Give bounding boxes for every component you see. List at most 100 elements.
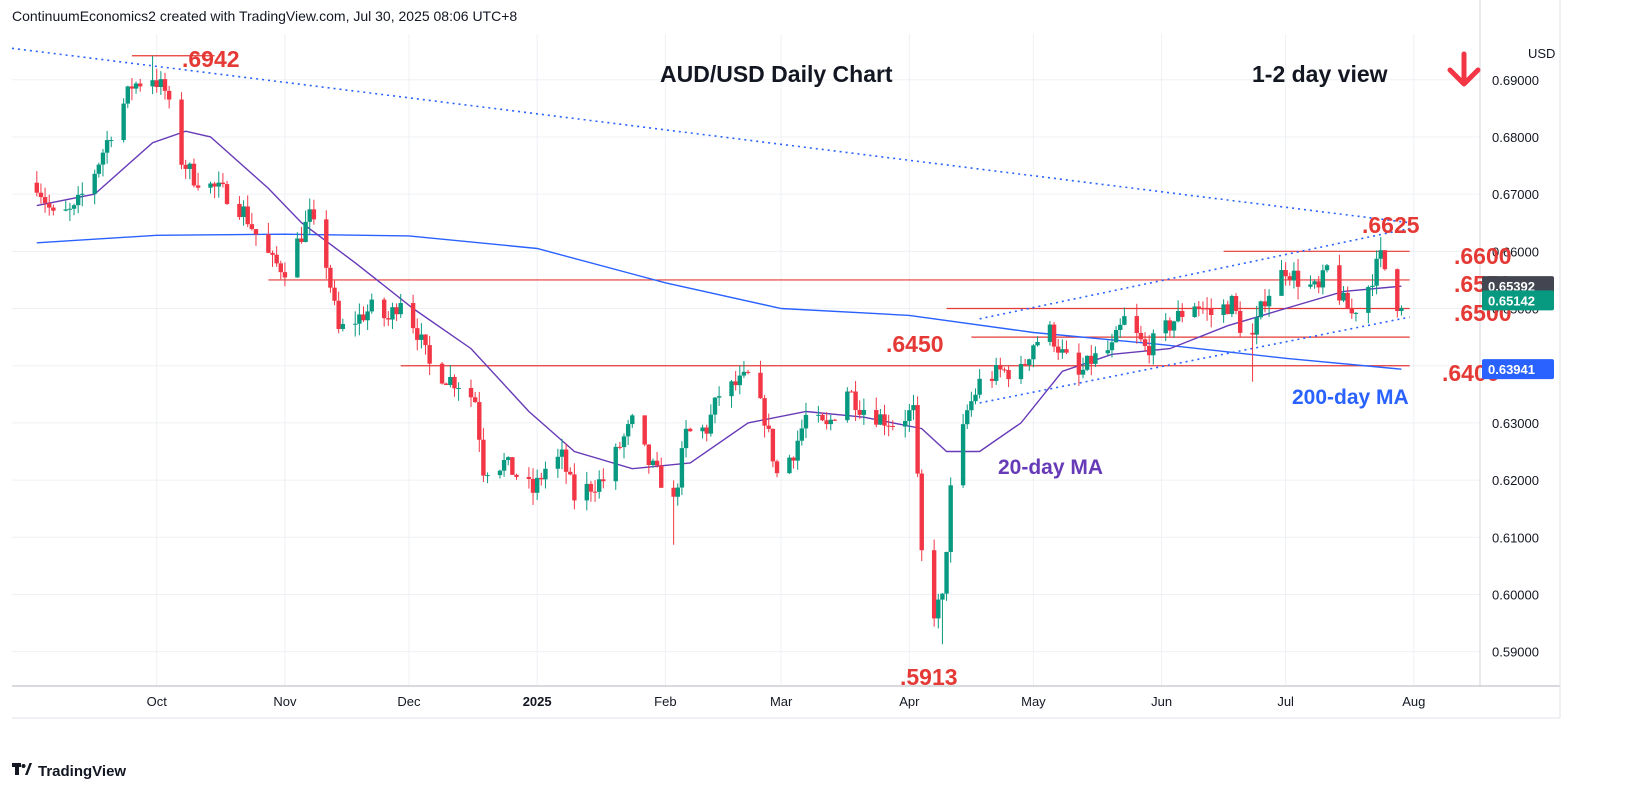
candle-body xyxy=(1064,349,1069,353)
trendline xyxy=(11,47,1410,224)
candle xyxy=(1047,321,1053,346)
candle-body xyxy=(989,378,995,381)
candle-body xyxy=(1105,350,1111,354)
candle xyxy=(336,291,341,334)
candle xyxy=(1134,303,1139,344)
annotation-ma200: 200-day MA xyxy=(1292,386,1409,409)
candle xyxy=(278,260,283,280)
candle xyxy=(915,396,920,478)
candle-body xyxy=(642,415,647,445)
candle-body xyxy=(1283,270,1288,277)
candle-body xyxy=(787,457,792,474)
candle xyxy=(1113,326,1119,343)
candle-body xyxy=(266,234,271,253)
candle xyxy=(208,181,213,194)
candle xyxy=(1192,302,1197,318)
candle xyxy=(1353,312,1359,322)
candle xyxy=(1200,301,1206,314)
candle-body xyxy=(948,485,953,552)
candle xyxy=(530,468,536,505)
candle-body xyxy=(187,163,193,169)
candle xyxy=(1254,305,1259,345)
candle-body xyxy=(675,487,680,497)
candle-body xyxy=(38,192,44,198)
candle xyxy=(104,130,110,164)
candle-body xyxy=(456,388,461,390)
candle-body xyxy=(472,397,478,403)
candle-body xyxy=(1262,301,1268,307)
candle-body xyxy=(998,364,1003,370)
candle xyxy=(568,467,573,476)
candle-body xyxy=(179,99,184,165)
candle xyxy=(1345,286,1350,310)
y-tick-label: 0.60000 xyxy=(1492,587,1539,602)
candle-body xyxy=(51,207,56,211)
candle-body xyxy=(936,599,941,619)
candle xyxy=(1312,279,1317,289)
candle-body xyxy=(853,391,858,411)
x-tick-label: Jun xyxy=(1151,694,1172,709)
candle xyxy=(787,454,792,474)
y-tick-label: 0.67000 xyxy=(1492,187,1539,202)
candle xyxy=(563,443,569,484)
candle-body xyxy=(907,410,912,421)
candle-body xyxy=(1316,281,1321,288)
x-tick-label: Dec xyxy=(397,694,421,709)
candle-body xyxy=(162,79,168,91)
candle xyxy=(1337,254,1342,305)
candle xyxy=(625,419,631,445)
candle-body xyxy=(601,479,606,482)
candle xyxy=(1076,343,1082,386)
candle-body xyxy=(741,371,747,376)
x-tick-label: Apr xyxy=(899,694,920,709)
candle xyxy=(353,311,358,337)
candle-body xyxy=(816,414,821,416)
candle xyxy=(1279,260,1284,296)
candle-body xyxy=(295,238,300,278)
candle xyxy=(1138,325,1144,342)
candle-body xyxy=(1324,265,1330,271)
candle xyxy=(1006,365,1011,388)
candle xyxy=(977,369,982,399)
candle xyxy=(1378,237,1383,268)
candle-body xyxy=(166,90,172,100)
candle-body xyxy=(1250,332,1255,335)
candle-body xyxy=(969,401,974,411)
candle xyxy=(324,210,329,279)
candle-body xyxy=(109,140,114,142)
candle xyxy=(158,71,164,95)
candle xyxy=(1146,335,1152,364)
candle-body xyxy=(71,205,77,209)
candle xyxy=(1291,262,1297,289)
candle xyxy=(766,413,771,433)
candle-body xyxy=(249,224,255,230)
candle-body xyxy=(369,299,374,312)
candle-body xyxy=(568,471,573,475)
candle-body xyxy=(1171,321,1177,331)
candle xyxy=(1064,340,1069,355)
tradingview-logo-icon xyxy=(12,762,32,780)
candle xyxy=(386,311,391,326)
candle xyxy=(998,357,1003,378)
x-tick-label: Nov xyxy=(273,694,297,709)
candle xyxy=(832,418,838,422)
candle-body xyxy=(1209,308,1214,315)
candle-body xyxy=(1142,339,1148,346)
candle xyxy=(613,443,618,490)
candle xyxy=(903,409,908,438)
candle-body xyxy=(1093,353,1098,364)
candle-body xyxy=(965,410,970,425)
candle-body xyxy=(67,208,73,210)
candle-body xyxy=(1312,281,1317,285)
candle xyxy=(183,159,188,179)
candle-body xyxy=(824,420,829,425)
candle xyxy=(448,365,453,388)
candle-body xyxy=(687,428,693,432)
annotation-6942: .6942 xyxy=(182,46,240,72)
candle xyxy=(1324,263,1330,273)
candle-body xyxy=(1022,363,1028,365)
candle-body xyxy=(659,465,664,488)
y-tick-label: 0.59000 xyxy=(1492,645,1539,660)
candle-body xyxy=(75,194,81,206)
